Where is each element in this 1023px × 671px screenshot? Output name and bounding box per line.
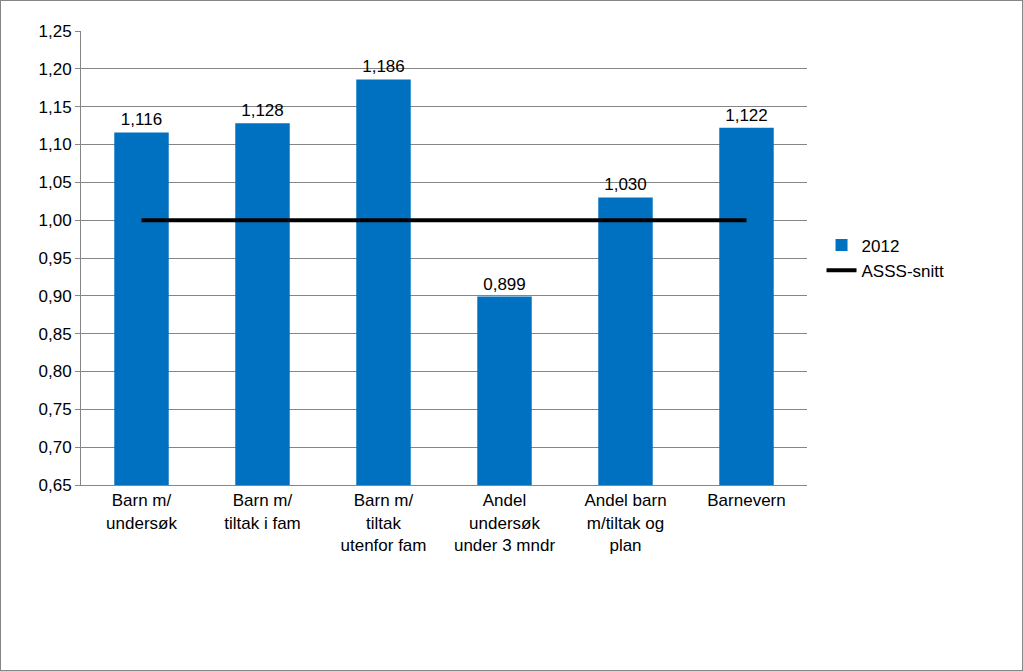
svg-text:1,128: 1,128 — [241, 101, 284, 120]
svg-text:1,122: 1,122 — [725, 106, 768, 125]
svg-text:1,15: 1,15 — [39, 98, 72, 117]
svg-text:1,116: 1,116 — [121, 110, 162, 129]
svg-text:Barn m/tiltak i fam: Barn m/tiltak i fam — [224, 491, 301, 532]
svg-text:0,85: 0,85 — [39, 325, 72, 344]
svg-text:1,186: 1,186 — [362, 57, 405, 76]
svg-text:Barn m/tiltakutenfor fam: Barn m/tiltakutenfor fam — [341, 491, 427, 554]
svg-text:0,95: 0,95 — [39, 249, 72, 268]
svg-text:1,20: 1,20 — [39, 60, 72, 79]
svg-text:0,65: 0,65 — [39, 476, 72, 495]
svg-text:Andelundersøkunder 3 mndr: Andelundersøkunder 3 mndr — [454, 491, 555, 554]
svg-text:1,05: 1,05 — [39, 173, 72, 192]
svg-text:1,10: 1,10 — [39, 135, 72, 154]
svg-text:0,899: 0,899 — [483, 275, 526, 294]
svg-text:1,25: 1,25 — [39, 22, 72, 41]
svg-text:2012: 2012 — [862, 237, 900, 256]
svg-text:Andel barnm/tiltak ogplan: Andel barnm/tiltak ogplan — [584, 491, 666, 554]
svg-text:1,00: 1,00 — [39, 211, 72, 230]
svg-text:0,90: 0,90 — [39, 287, 72, 306]
svg-text:Barn m/undersøk: Barn m/undersøk — [106, 491, 177, 532]
svg-text:0,70: 0,70 — [39, 438, 72, 457]
svg-text:1,030: 1,030 — [604, 175, 647, 194]
svg-text:0,75: 0,75 — [39, 400, 72, 419]
svg-text:0,80: 0,80 — [39, 362, 72, 381]
svg-text:ASSS-snitt: ASSS-snitt — [862, 262, 944, 281]
svg-text:Barnevern: Barnevern — [707, 491, 785, 510]
